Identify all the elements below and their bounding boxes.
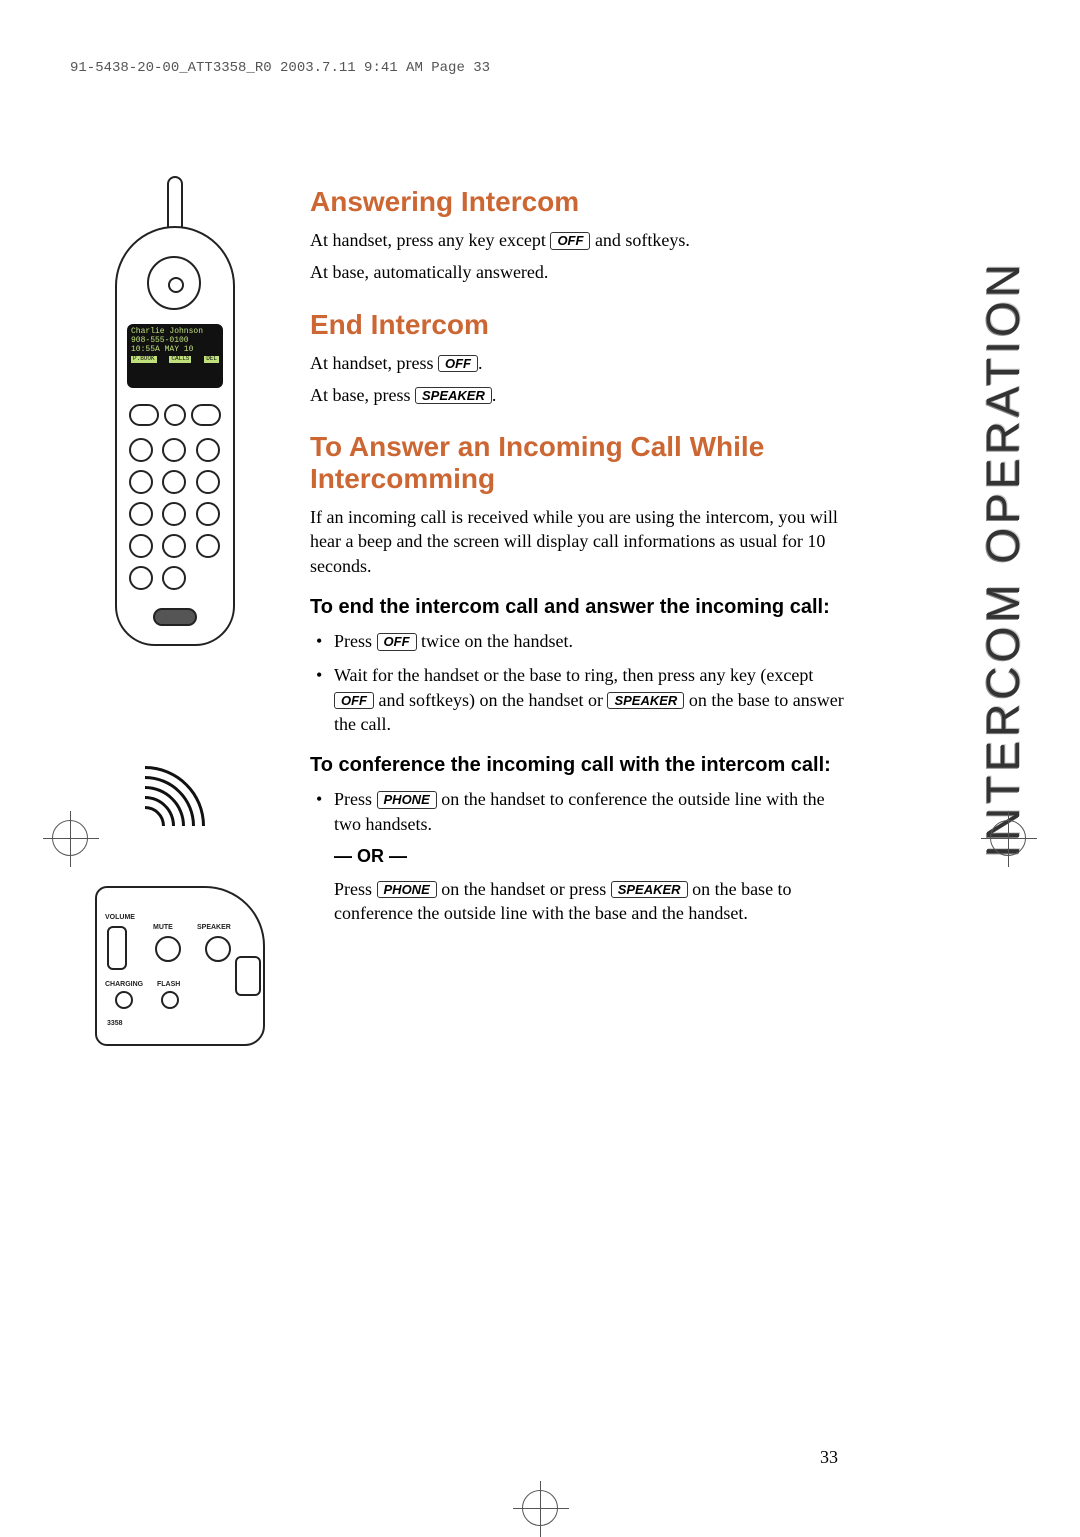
key-speaker: SPEAKER — [611, 881, 688, 899]
subsection-end-and-answer: To end the intercom call and answer the … — [310, 596, 850, 619]
body-text: Press PHONE on the handset or press SPEA… — [310, 877, 850, 926]
or-separator: — OR — — [334, 846, 850, 867]
page-number: 33 — [820, 1447, 838, 1468]
handset-illustration: Charlie Johnson 908-555-0100 10:55A MAY … — [105, 176, 245, 656]
registration-mark — [522, 1490, 558, 1526]
section-answer-while-intercom: To Answer an Incoming Call While Interco… — [310, 431, 850, 495]
base-illustration: VOLUME MUTE SPEAKER CHARGING FLASH 3358 — [75, 756, 275, 1076]
text-column: Answering Intercom At handset, press any… — [310, 176, 850, 1076]
key-speaker: SPEAKER — [415, 387, 492, 405]
registration-mark — [52, 820, 88, 856]
illustration-column: Charlie Johnson 908-555-0100 10:55A MAY … — [70, 176, 280, 1076]
list-item: Press PHONE on the handset to conference… — [334, 787, 850, 836]
section-end-intercom: End Intercom — [310, 309, 850, 341]
key-off: OFF — [334, 692, 374, 710]
key-off: OFF — [438, 355, 478, 373]
key-off: OFF — [377, 633, 417, 651]
key-off: OFF — [550, 232, 590, 250]
print-header-meta: 91-5438-20-00_ATT3358_R0 2003.7.11 9:41 … — [70, 60, 1030, 76]
key-phone: PHONE — [377, 791, 437, 809]
body-text: If an incoming call is received while yo… — [310, 505, 850, 578]
body-text: At handset, press OFF. — [310, 351, 850, 375]
key-speaker: SPEAKER — [607, 692, 684, 710]
registration-mark — [990, 820, 1026, 856]
handset-screen: Charlie Johnson 908-555-0100 10:55A MAY … — [127, 324, 223, 388]
section-tab-label: INTERCOM OPERATION — [976, 260, 1030, 858]
subsection-conference: To conference the incoming call with the… — [310, 754, 850, 777]
body-text: At base, automatically answered. — [310, 260, 850, 284]
list-item: Press OFF twice on the handset. — [334, 629, 850, 653]
key-phone: PHONE — [377, 881, 437, 899]
body-text: At handset, press any key except OFF and… — [310, 228, 850, 252]
section-answering-intercom: Answering Intercom — [310, 186, 850, 218]
body-text: At base, press SPEAKER. — [310, 383, 850, 407]
list-item: Wait for the handset or the base to ring… — [334, 663, 850, 736]
